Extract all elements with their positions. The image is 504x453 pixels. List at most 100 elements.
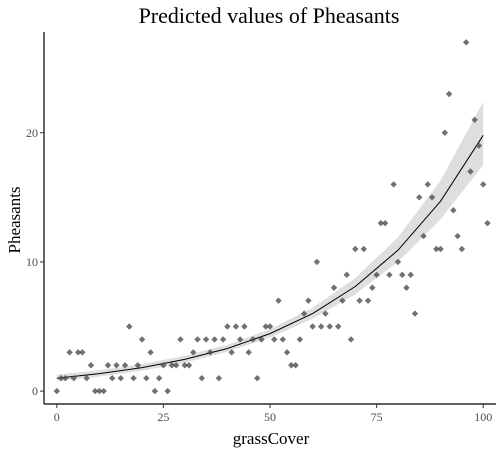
data-point <box>62 374 69 382</box>
data-point <box>83 374 90 382</box>
data-point <box>313 258 321 266</box>
data-point <box>249 336 257 343</box>
data-point <box>428 194 436 201</box>
confidence-band <box>56 101 484 382</box>
data-point <box>258 336 265 343</box>
data-point <box>155 374 163 382</box>
data-point <box>360 245 368 253</box>
data-point <box>181 362 188 369</box>
data-point <box>262 323 269 330</box>
data-point <box>275 297 282 304</box>
data-point <box>121 362 129 369</box>
data-point <box>236 336 244 343</box>
data-point <box>143 374 150 382</box>
data-point <box>147 349 154 356</box>
data-point <box>126 323 133 330</box>
data-point <box>57 374 65 382</box>
data-point <box>458 245 466 253</box>
data-points <box>53 39 491 395</box>
data-point <box>104 362 112 369</box>
data-point <box>232 323 240 330</box>
data-point <box>450 207 457 214</box>
data-point <box>433 245 440 253</box>
data-point <box>160 362 167 369</box>
x-tick-label: 75 <box>371 410 383 424</box>
data-point <box>339 297 346 304</box>
data-point <box>245 349 252 356</box>
data-point <box>369 284 376 291</box>
data-point <box>266 323 274 330</box>
data-point <box>177 336 184 343</box>
data-point <box>271 336 278 343</box>
data-point <box>130 374 137 382</box>
x-axis-title: grassCover <box>233 429 310 448</box>
data-point <box>330 284 338 291</box>
data-point <box>373 271 380 279</box>
data-point <box>326 323 333 330</box>
data-point <box>279 336 286 343</box>
data-point <box>134 362 142 369</box>
y-tick-label: 0 <box>32 384 38 398</box>
data-point <box>377 219 385 227</box>
data-point <box>441 129 449 136</box>
data-point <box>322 310 329 317</box>
data-point <box>164 387 171 395</box>
data-point <box>381 219 389 227</box>
data-point <box>211 336 218 343</box>
data-point <box>207 349 214 356</box>
data-point <box>407 271 414 279</box>
data-point <box>66 349 73 356</box>
data-point <box>190 349 197 356</box>
data-point <box>91 387 99 395</box>
data-point <box>403 284 410 291</box>
data-point <box>296 336 304 343</box>
data-point <box>79 349 86 356</box>
data-point <box>219 336 227 343</box>
data-point <box>398 271 406 279</box>
data-point <box>74 349 82 356</box>
data-point <box>317 323 325 330</box>
y-tick-label: 20 <box>26 126 38 140</box>
data-point <box>228 349 235 356</box>
data-point <box>138 336 146 343</box>
data-point <box>471 116 478 124</box>
fit-line-layer <box>56 135 484 379</box>
y-tick-label: 10 <box>26 255 38 269</box>
data-point <box>484 219 491 227</box>
data-point <box>390 181 397 188</box>
data-point <box>292 362 299 369</box>
x-tick-label: 100 <box>474 410 492 424</box>
fit-line <box>56 135 484 379</box>
data-point <box>194 336 201 343</box>
chart-title: Predicted values of Pheasants <box>139 3 400 28</box>
x-tick-label: 50 <box>264 410 276 424</box>
data-point <box>151 387 159 395</box>
y-axis-title: Pheasants <box>5 186 24 253</box>
data-point <box>386 271 393 279</box>
data-point <box>224 323 231 330</box>
data-point <box>352 245 359 253</box>
data-point <box>113 362 120 369</box>
data-point <box>411 310 419 317</box>
data-point <box>394 258 402 266</box>
data-point <box>117 374 124 382</box>
data-point <box>475 142 483 149</box>
data-point <box>467 168 474 175</box>
x-axis-ticks: 0 25 50 75 100 <box>54 404 492 424</box>
data-point <box>445 90 453 98</box>
data-point <box>215 374 223 382</box>
data-point <box>168 362 176 369</box>
data-point <box>172 362 180 369</box>
data-point <box>87 362 95 369</box>
data-point <box>53 387 60 395</box>
data-point <box>100 387 107 395</box>
data-point <box>288 362 295 369</box>
data-point <box>424 181 431 188</box>
data-point <box>109 374 116 382</box>
data-point <box>347 336 355 343</box>
data-point <box>454 232 461 240</box>
data-point <box>480 181 487 188</box>
data-point <box>241 323 248 330</box>
data-point <box>202 336 210 343</box>
